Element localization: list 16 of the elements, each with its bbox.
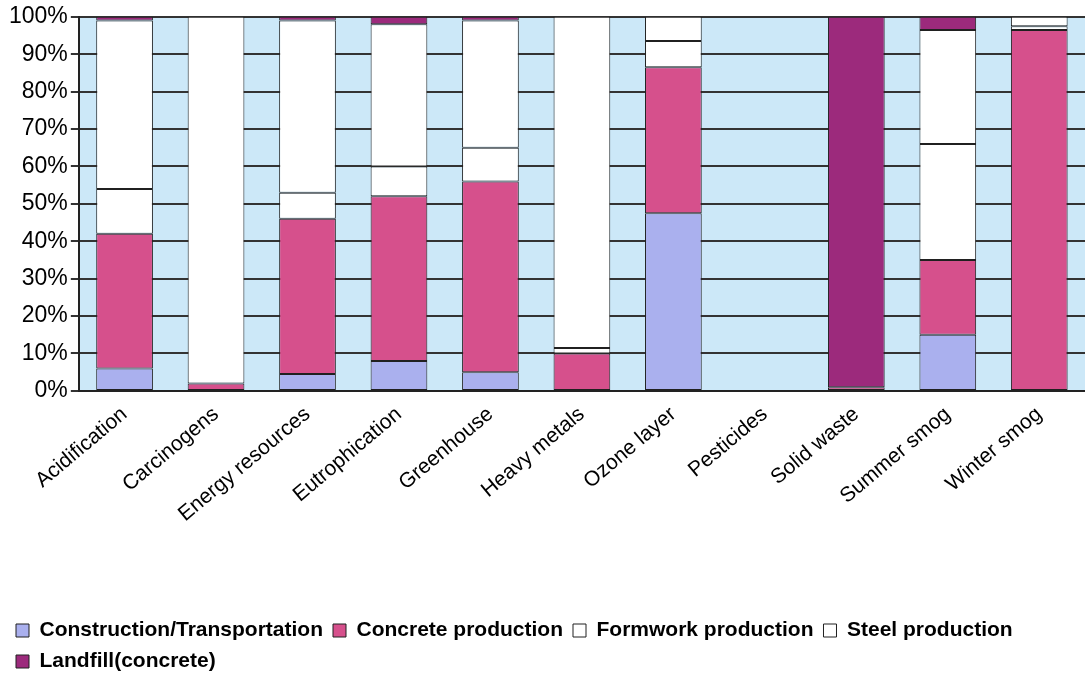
y-tick-label: 60% <box>21 151 68 178</box>
legend-label: Landfill(concrete) <box>39 648 216 672</box>
y-tick-label: 80% <box>21 76 68 103</box>
y-tick-label: 10% <box>21 338 68 365</box>
legend-label: Construction/Transportation <box>39 617 323 641</box>
y-tick-label: 20% <box>21 301 68 328</box>
y-tick-label: 40% <box>21 226 68 253</box>
legend-label: Steel production <box>847 617 1013 641</box>
legend-label: Formwork production <box>596 617 814 641</box>
legend-label: Concrete production <box>356 617 564 641</box>
y-tick-label: 30% <box>21 264 68 291</box>
y-tick-label: 70% <box>21 114 68 141</box>
y-tick-label: 50% <box>21 189 68 216</box>
y-tick-label: 100% <box>9 2 68 29</box>
y-tick-label: 0% <box>34 376 68 403</box>
y-tick-label: 90% <box>21 39 68 66</box>
